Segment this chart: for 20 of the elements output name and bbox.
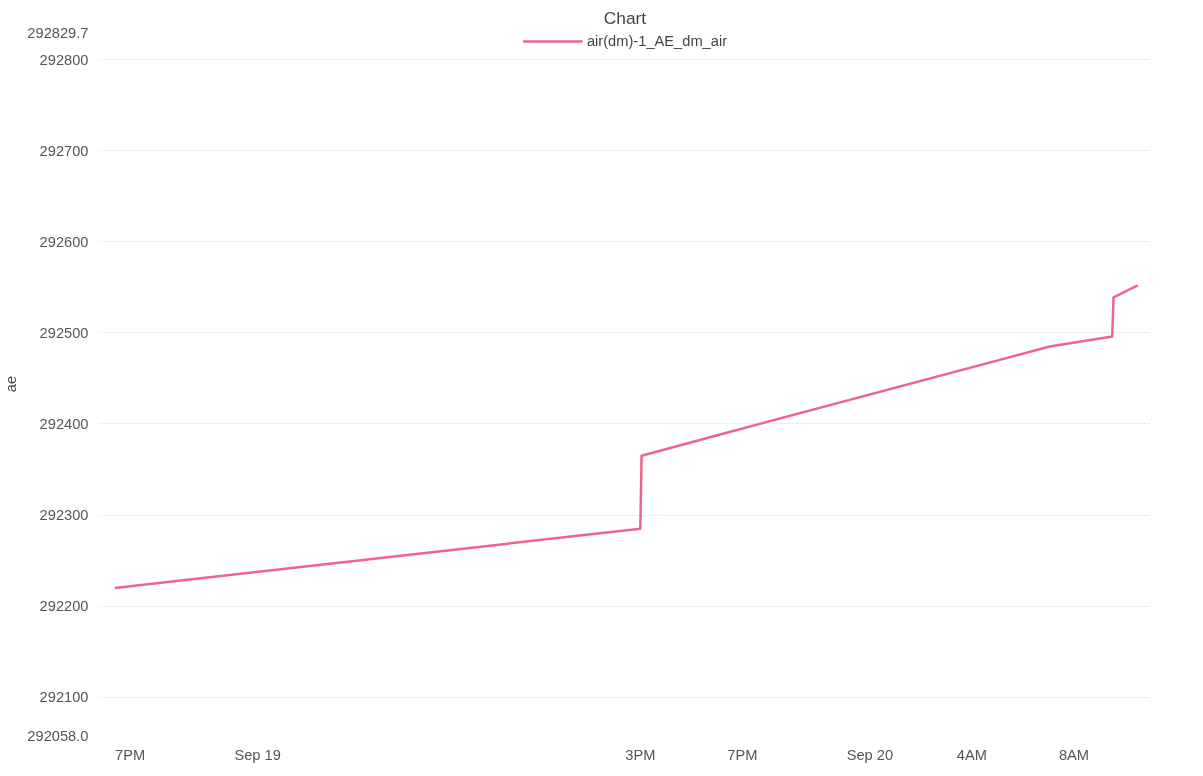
x-tick-label: 7PM	[727, 746, 758, 763]
x-tick-label: Sep 20	[846, 746, 894, 763]
y-tick-label: 292100	[39, 689, 89, 706]
y-tick-label: 292400	[39, 415, 89, 432]
y-tick-label: 292700	[39, 142, 89, 159]
x-tick-label: Sep 19	[234, 746, 281, 763]
y-tick-label: 292829.7	[27, 24, 89, 41]
x-tick-label: 4AM	[956, 746, 987, 763]
y-axis-title: ae	[3, 375, 20, 393]
x-tick-label: 7PM	[115, 746, 146, 763]
chart-title: Chart	[603, 7, 647, 28]
y-tick-label: 292300	[39, 507, 89, 524]
y-tick-label: 292600	[39, 233, 89, 250]
x-tick-label: 8AM	[1058, 746, 1090, 763]
y-tick-label: 292500	[39, 324, 89, 341]
legend-label: air(dm)-1_AE_dm_air	[586, 33, 728, 49]
y-tick-label: 292800	[39, 51, 89, 68]
y-tick-label: 292200	[39, 598, 89, 615]
x-tick-label: 3PM	[625, 746, 656, 763]
y-tick-label: 292058.0	[27, 727, 89, 744]
